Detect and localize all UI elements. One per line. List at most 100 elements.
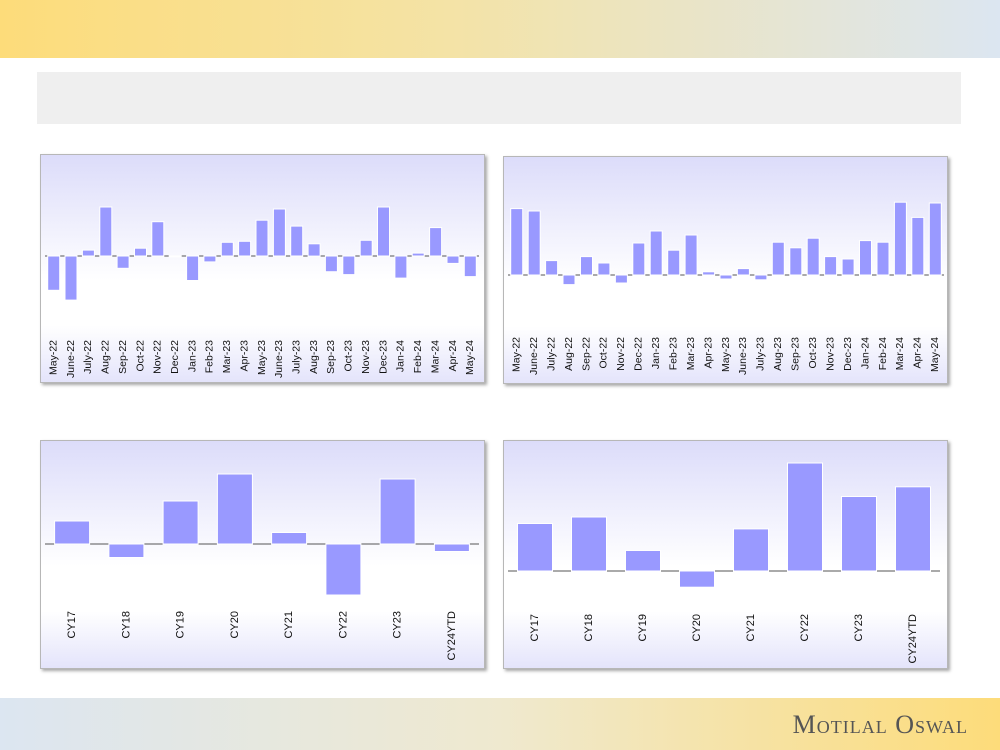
tick-label: July-22 [82,340,94,374]
bar-aug-23 [771,241,785,276]
bar-aug-22 [99,206,113,257]
bar-nov-22 [614,274,628,284]
tick-label: CY24YTD [446,611,458,661]
bar-feb-23 [203,255,217,263]
tick-label: CY17 [66,611,78,639]
bar-cy21 [271,532,308,545]
tick-label: Feb-24 [877,337,889,370]
chart-panel-yearly-2: CY17 CY18 CY19 CY20 CY21 CY22 CY23 CY24YTD [503,440,948,669]
tick-label: May-22 [47,340,59,375]
tick-label: CY20 [691,614,703,642]
bar-aug-22 [562,274,576,286]
tick-label: Dec-22 [633,337,645,371]
bar-cy22 [325,543,362,596]
bar-jan-24 [859,240,872,276]
bar-feb-23 [667,249,681,276]
tick-label: Mar-23 [685,337,697,370]
bar-cy23 [841,496,877,572]
tick-label: Aug-22 [563,337,575,371]
footer-band [0,698,1000,750]
tick-label: June-22 [528,337,540,375]
bar-may-24 [928,202,942,276]
tick-label: Nov-22 [615,337,627,371]
tick-label: Aug-22 [100,340,112,374]
tick-label: Feb-23 [667,337,679,370]
tick-label: Aug-23 [772,337,784,371]
bar-cy20 [216,473,253,545]
bar-jan-23 [649,230,663,276]
tick-label: Feb-23 [204,340,216,373]
tick-label: Apr-24 [447,340,459,372]
bar-jan-24 [394,255,408,279]
bar-dec-23 [377,206,390,257]
tick-label: May-22 [510,337,522,372]
bar-june-22 [527,210,541,276]
tick-label: Apr-23 [702,337,714,369]
bar-cy19 [625,550,661,572]
tick-label: Nov-22 [152,340,164,374]
tick-label: Nov-23 [824,337,836,371]
bar-feb-24 [876,241,890,276]
bar-july-22 [545,260,559,276]
tick-label: CY22 [337,611,349,639]
header-band [0,0,1000,58]
bar-july-23 [290,225,304,257]
tick-label: May-24 [929,337,941,372]
bar-apr-23 [702,271,716,276]
tick-label: CY21 [283,611,295,639]
bar-oct-22 [597,262,611,276]
bar-oct-23 [806,237,820,276]
tick-label: CY23 [392,611,404,639]
bar-june-23 [736,268,750,276]
tick-label: Sep-23 [325,340,337,374]
brand-logo-text: Motilal Oswal [792,710,968,739]
bar-cy23 [379,478,416,545]
bar-nov-23 [359,239,373,257]
chart-yearly-1: CY17 CY18 CY19 CY20 CY21 CY22 CY23 CY24YTD [45,473,479,661]
chart-yearly-2: CY17 CY18 CY19 CY20 CY21 CY22 CY23 CY24YTD [508,462,940,664]
tick-label: Sep-23 [790,337,802,371]
tick-label: CY23 [853,614,865,642]
tick-label: Mar-23 [221,340,233,373]
tick-label: Apr-24 [912,337,924,369]
bar-may-24 [463,255,477,278]
tick-label: Sep-22 [117,340,129,374]
bar-july-22 [81,249,95,257]
tick-label: Feb-24 [412,340,424,373]
bar-mar-24 [893,201,907,276]
tick-label: CY22 [799,614,811,642]
tick-label: Mar-24 [429,340,441,373]
bar-dec-23 [841,258,855,276]
tick-label: July-22 [545,337,557,371]
bar-sep-23 [324,255,338,273]
bar-cy20 [679,570,715,588]
bar-cy22 [787,462,823,572]
tick-label: CY21 [745,614,757,642]
bar-july-23 [754,274,768,281]
bar-cy18 [108,543,145,558]
bar-oct-23 [342,255,356,276]
tick-label: Oct-23 [807,337,819,369]
bar-cy17 [54,520,91,545]
bar-cy21 [733,528,769,572]
tick-label: July-23 [755,337,767,371]
tick-label: June-23 [273,340,285,378]
chart-monthly-1: May-22 June-22 July-22 Aug-22 Sep-22 Oct-22 No… [45,206,479,378]
tick-label: June-22 [65,340,77,378]
tick-label: Apr-23 [238,340,250,372]
tick-label: CY20 [229,611,241,639]
tick-label: May-24 [464,340,476,375]
tick-label: Oct-22 [134,340,146,372]
tick-label: CY24YTD [907,614,919,664]
bar-oct-22 [134,247,147,257]
bar-cy18 [571,516,607,572]
bar-apr-23 [238,240,252,257]
bar-may-22 [47,255,61,291]
bar-mar-23 [684,234,698,276]
tick-label: Jan-23 [186,340,198,372]
tick-label: Jan-24 [395,340,407,372]
title-box [37,72,961,124]
chart-panel-monthly-1: May-22 June-22 July-22 Aug-22 Sep-22 Oct-22 No… [40,154,485,383]
tick-label: Dec-23 [842,337,854,371]
bar-may-23 [255,219,269,257]
